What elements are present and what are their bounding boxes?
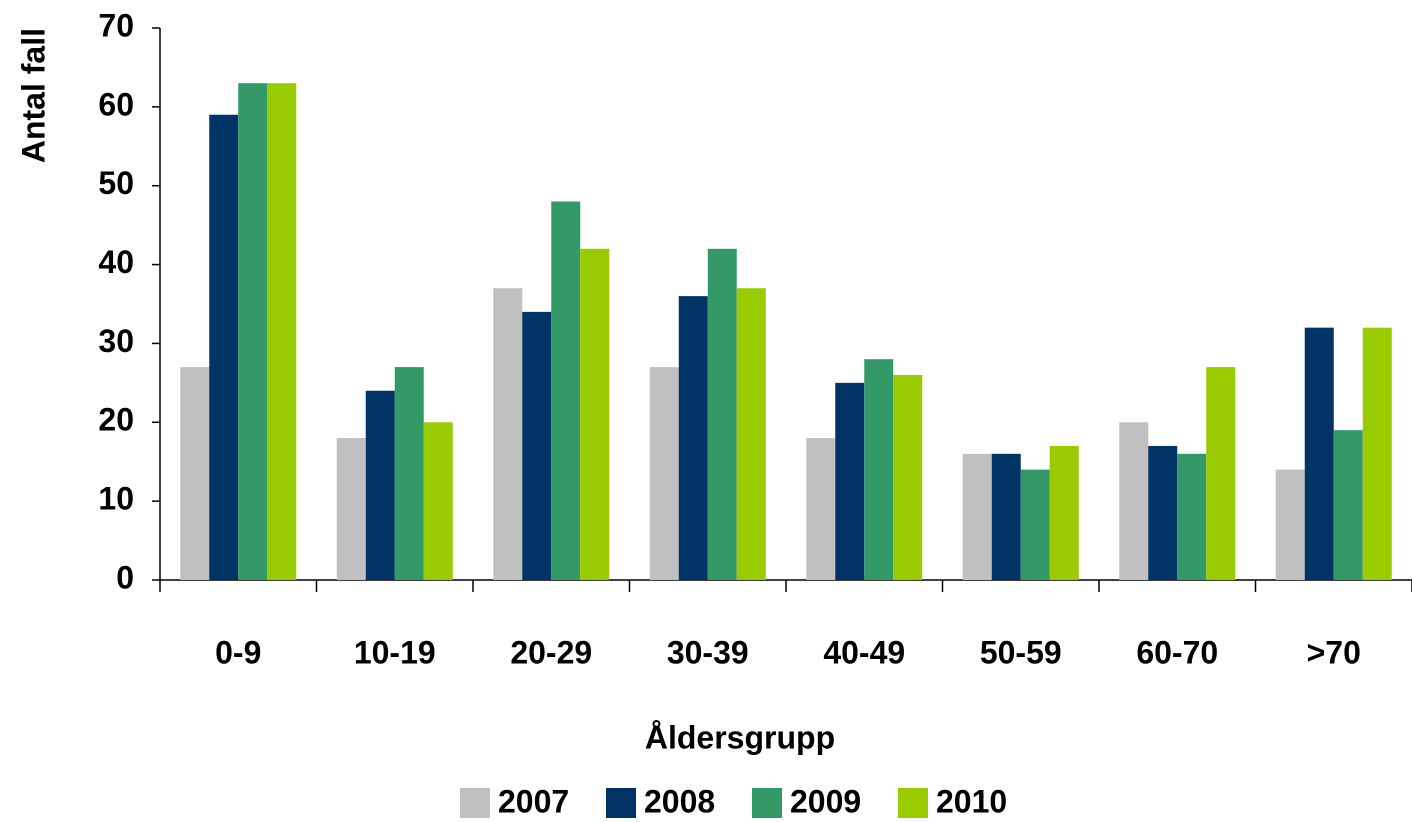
bar <box>580 248 610 581</box>
bar <box>1177 453 1207 580</box>
bar <box>1049 445 1079 580</box>
bar <box>1304 327 1334 580</box>
x-tick-label: 40-49 <box>823 634 905 670</box>
y-tick-label: 0 <box>116 559 134 595</box>
y-tick-label: 50 <box>98 165 134 201</box>
bar <box>209 114 239 580</box>
bar <box>707 248 737 581</box>
x-axis-title: Åldersgrupp <box>645 719 835 755</box>
x-tick-label: 50-59 <box>980 634 1062 670</box>
bar <box>991 453 1021 580</box>
bar <box>962 453 992 580</box>
legend-label: 2010 <box>936 783 1007 819</box>
x-tick-label: 30-39 <box>667 634 749 670</box>
bar <box>835 382 865 580</box>
legend-swatch <box>898 788 928 818</box>
x-tick-label: 0-9 <box>215 634 261 670</box>
y-tick-label: 70 <box>98 7 134 43</box>
bar <box>180 367 210 580</box>
legend-label: 2008 <box>644 783 715 819</box>
x-tick-label: 20-29 <box>510 634 592 670</box>
y-tick-label: 60 <box>98 86 134 122</box>
bar <box>1148 445 1178 580</box>
bar <box>336 438 366 580</box>
bar <box>1362 327 1392 580</box>
bar <box>493 288 523 580</box>
bar <box>864 359 894 580</box>
bar <box>238 83 268 580</box>
bar <box>423 422 453 580</box>
legend-swatch <box>606 788 636 818</box>
y-tick-label: 30 <box>98 323 134 359</box>
y-tick-label: 40 <box>98 244 134 280</box>
x-tick-label: 60-70 <box>1136 634 1218 670</box>
legend-label: 2009 <box>790 783 861 819</box>
legend-swatch <box>752 788 782 818</box>
y-tick-label: 10 <box>98 481 134 517</box>
bar <box>522 311 552 580</box>
bar <box>736 288 766 580</box>
bar <box>394 367 424 580</box>
x-tick-label: >70 <box>1307 634 1361 670</box>
legend-label: 2007 <box>498 783 569 819</box>
bar <box>678 296 708 580</box>
y-axis-title: Antal fall <box>15 28 51 163</box>
bar <box>267 83 297 580</box>
bar <box>806 438 836 580</box>
bar <box>1206 367 1236 580</box>
legend-swatch <box>460 788 490 818</box>
y-tick-label: 20 <box>98 402 134 438</box>
bar <box>365 390 395 580</box>
bar <box>893 374 923 580</box>
x-tick-label: 10-19 <box>354 634 436 670</box>
bar <box>551 201 581 580</box>
bar <box>1119 422 1149 580</box>
bar <box>1275 469 1305 580</box>
bar <box>649 367 679 580</box>
bar <box>1020 469 1050 580</box>
bar <box>1333 430 1363 580</box>
